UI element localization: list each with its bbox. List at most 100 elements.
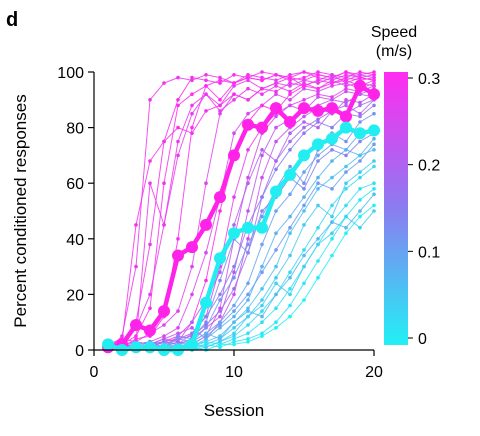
series-line — [107, 93, 375, 348]
data-point — [274, 73, 278, 77]
data-point — [274, 167, 278, 172]
colorbar-tick-label: 0.2 — [418, 158, 440, 175]
data-point — [204, 320, 208, 325]
data-point — [344, 139, 348, 144]
data-point — [274, 114, 278, 119]
data-point — [288, 103, 292, 108]
data-point — [162, 337, 166, 341]
colorbar-tick-label: 0 — [418, 331, 427, 348]
data-point — [162, 334, 166, 338]
data-point — [176, 139, 180, 144]
data-point — [274, 281, 278, 286]
data-point — [344, 75, 348, 80]
data-point — [274, 306, 278, 311]
data-point — [302, 86, 306, 91]
data-point — [260, 209, 264, 213]
data-point — [316, 89, 320, 94]
data-point — [246, 337, 250, 341]
data-point — [204, 326, 208, 330]
data-point — [246, 75, 250, 80]
data-point — [358, 73, 362, 77]
data-point — [246, 181, 250, 185]
data-point — [204, 78, 208, 83]
data-point — [288, 81, 292, 85]
data-point — [288, 270, 292, 275]
data-point — [330, 148, 334, 152]
data-point — [246, 209, 250, 213]
data-point — [246, 148, 250, 152]
data-point — [302, 195, 306, 199]
data-point — [260, 92, 264, 96]
data-point — [344, 86, 348, 91]
data-point — [372, 203, 376, 208]
data-point — [316, 259, 320, 263]
data-point — [270, 185, 282, 198]
data-point — [176, 309, 180, 313]
data-point — [218, 337, 222, 341]
data-point — [148, 292, 152, 297]
data-point — [288, 231, 292, 235]
data-point — [288, 84, 292, 88]
data-point — [148, 98, 152, 102]
data-point — [232, 314, 236, 319]
data-point — [260, 175, 264, 180]
data-point — [302, 131, 306, 135]
data-point — [260, 314, 264, 319]
data-point — [358, 153, 362, 158]
data-point — [288, 275, 292, 280]
data-point — [316, 187, 320, 191]
data-point — [232, 337, 236, 341]
data-point — [344, 153, 348, 158]
series-line — [107, 149, 375, 351]
data-point — [274, 78, 278, 83]
data-point — [316, 81, 320, 85]
data-point — [372, 148, 376, 152]
data-point — [298, 102, 310, 115]
speed-colorbar: Speed (m/s) 0 0.1 0.2 0.3 — [371, 24, 440, 348]
data-point — [344, 231, 348, 235]
data-point — [372, 111, 376, 116]
data-point — [316, 237, 320, 241]
data-point — [232, 309, 236, 313]
data-point — [176, 125, 180, 130]
data-point — [358, 70, 362, 74]
data-point — [260, 86, 264, 91]
y-tick-label: 0 — [75, 343, 84, 360]
data-point — [302, 98, 306, 102]
data-point — [288, 303, 292, 308]
data-point — [358, 198, 362, 202]
colorbar-tick-label: 0.1 — [418, 244, 440, 261]
data-point — [358, 225, 362, 230]
data-point — [316, 181, 320, 185]
data-point — [316, 120, 320, 124]
data-point — [130, 319, 142, 331]
data-point — [330, 203, 334, 208]
animal-series-22 — [106, 159, 376, 352]
data-point — [190, 326, 194, 330]
data-point — [302, 75, 306, 80]
data-point — [232, 292, 236, 297]
data-point — [246, 73, 250, 77]
data-point — [246, 298, 250, 302]
data-point — [246, 175, 250, 180]
colorbar-unit: (m/s) — [376, 43, 412, 60]
data-point — [288, 214, 292, 219]
data-point — [176, 103, 180, 108]
data-point — [372, 192, 376, 197]
data-point — [274, 81, 278, 85]
data-point — [218, 81, 222, 85]
data-point — [232, 339, 236, 344]
data-point — [232, 303, 236, 308]
data-point — [316, 225, 320, 230]
data-point — [288, 225, 292, 230]
data-point — [218, 309, 222, 313]
data-point — [344, 89, 348, 94]
colorbar-tick-label: 0.3 — [418, 71, 440, 88]
data-point — [302, 170, 306, 174]
data-point — [302, 203, 306, 208]
data-point — [232, 84, 236, 88]
data-point — [358, 120, 362, 124]
data-point — [232, 223, 236, 227]
data-point — [330, 73, 334, 77]
data-point — [218, 111, 222, 116]
